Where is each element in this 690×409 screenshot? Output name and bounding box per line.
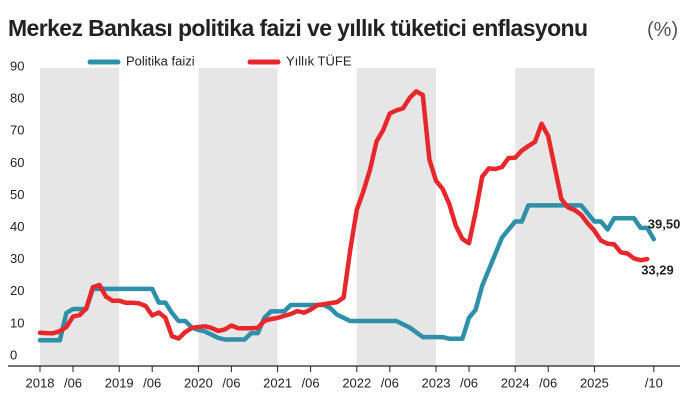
x-tick-label: 2025 bbox=[580, 375, 609, 390]
x-tick-label: 2019 bbox=[105, 375, 134, 390]
value-label: 39,50 bbox=[648, 217, 681, 232]
x-tick-label: /06 bbox=[64, 375, 82, 390]
series-line bbox=[37, 203, 657, 343]
y-tick-label: 50 bbox=[10, 187, 24, 202]
x-tick-label: 2023 bbox=[422, 375, 451, 390]
chart-title: Merkez Bankası politika faizi ve yıllık … bbox=[8, 15, 587, 41]
x-tick-label: /10 bbox=[645, 375, 663, 390]
y-tick-label: 40 bbox=[10, 219, 24, 234]
legend-label: Politika faizi bbox=[126, 53, 195, 68]
x-tick-label: /06 bbox=[381, 375, 399, 390]
unit: (%) bbox=[647, 19, 678, 41]
y-tick-label: 70 bbox=[10, 123, 24, 138]
x-tick-label: 2024 bbox=[501, 375, 530, 390]
x-tick-label: /06 bbox=[222, 375, 240, 390]
y-tick-label: 90 bbox=[10, 58, 24, 73]
y-tick-label: 0 bbox=[10, 347, 17, 362]
x-tick-label: 2020 bbox=[184, 375, 213, 390]
y-tick-label: 20 bbox=[10, 283, 24, 298]
x-tick-label: /06 bbox=[539, 375, 557, 390]
y-tick-label: 80 bbox=[10, 91, 24, 106]
x-tick-label: /06 bbox=[143, 375, 161, 390]
year-band bbox=[356, 68, 436, 366]
series-line bbox=[37, 89, 650, 341]
y-tick-label: 10 bbox=[10, 315, 24, 330]
x-tick-label: /06 bbox=[460, 375, 478, 390]
value-label: 33,29 bbox=[641, 263, 674, 278]
x-tick-label: 2018 bbox=[26, 375, 55, 390]
legend-label: Yıllık TÜFE bbox=[286, 53, 352, 68]
x-tick-label: /06 bbox=[302, 375, 320, 390]
year-band bbox=[40, 68, 120, 366]
x-tick-label: 2021 bbox=[263, 375, 292, 390]
y-tick-label: 30 bbox=[10, 251, 24, 266]
y-tick-label: 60 bbox=[10, 155, 24, 170]
x-tick-label: 2022 bbox=[342, 375, 371, 390]
